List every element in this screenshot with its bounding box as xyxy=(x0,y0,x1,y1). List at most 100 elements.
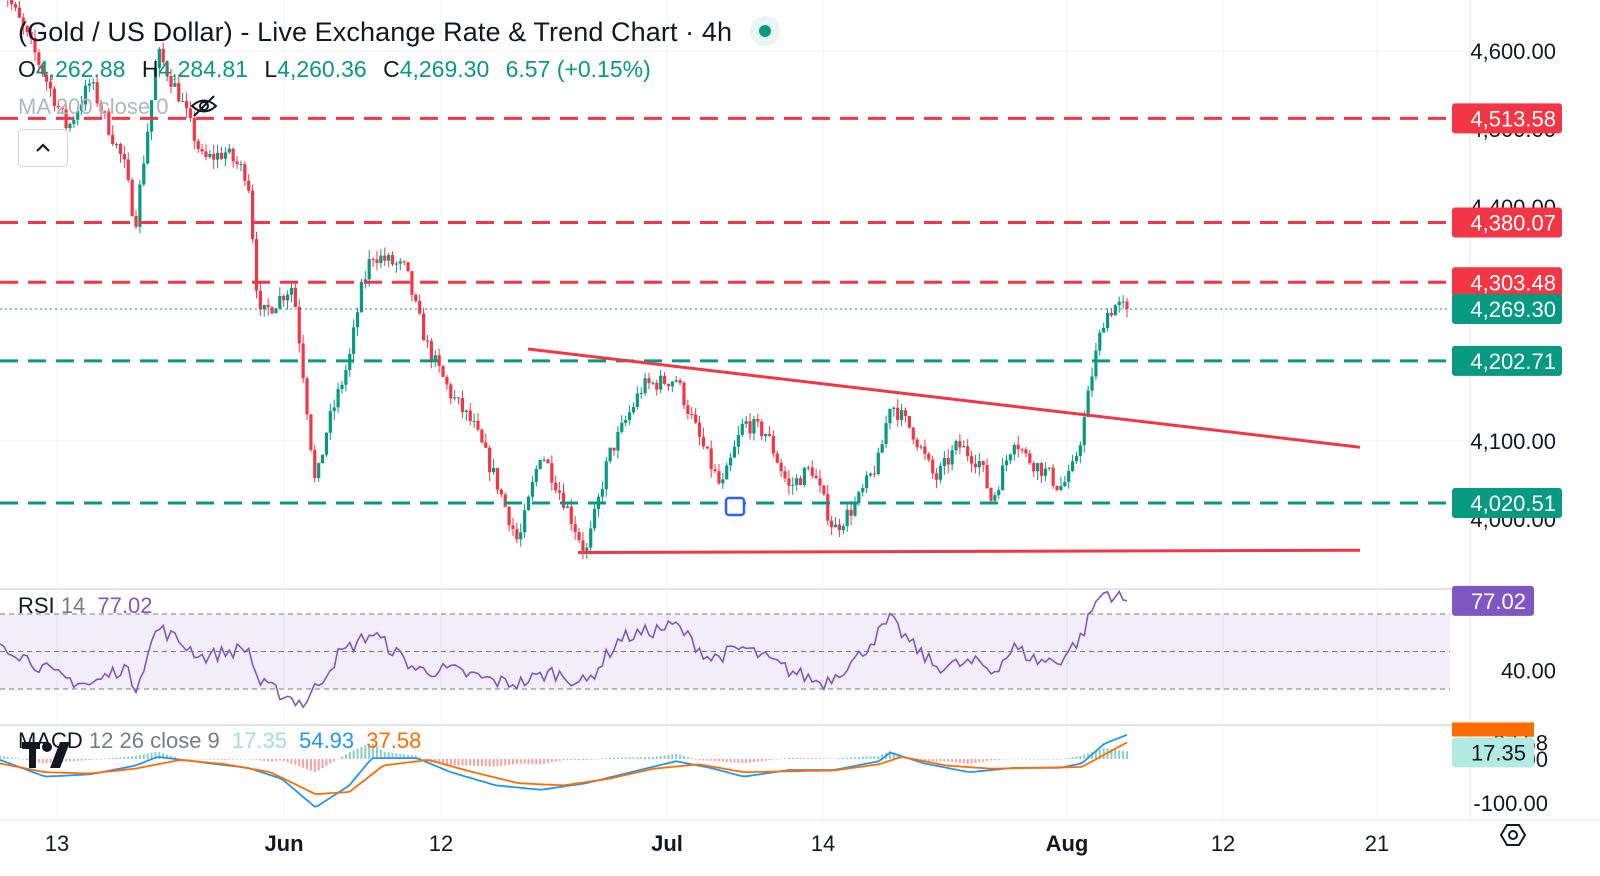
macd-histogram-bar xyxy=(962,759,965,764)
macd-histogram-bar xyxy=(947,759,950,762)
candle-body xyxy=(17,7,22,18)
time-axis[interactable]: 13 Jun 12 Jul 14 Aug 12 21 xyxy=(45,831,1389,856)
macd-histogram-bar xyxy=(943,759,946,762)
macd-histogram-bar xyxy=(1102,748,1105,759)
close-value: 4,269.30 xyxy=(399,56,490,82)
candle-body xyxy=(569,506,573,524)
candle-body xyxy=(111,134,115,145)
candle-body xyxy=(45,74,49,82)
macd-histogram-bar xyxy=(41,759,44,763)
candle-body xyxy=(678,380,682,383)
symbol-title[interactable]: (Gold / US Dollar) - Live Exchange Rate … xyxy=(18,17,733,47)
macd-histogram-bar xyxy=(523,759,526,764)
collapse-legend-button[interactable] xyxy=(18,129,68,167)
high-label: H xyxy=(141,56,159,82)
drawing-handle[interactable] xyxy=(724,496,746,517)
ma-indicator-legend[interactable]: MA 200 close 0 xyxy=(18,93,219,125)
macd-histogram-bar xyxy=(799,757,802,759)
macd-histogram-bar xyxy=(220,759,223,760)
macd-legend[interactable]: MACD 12 26 close 9 17.35 54.93 37.58 xyxy=(18,728,421,754)
macd-histogram-bar xyxy=(982,759,985,762)
candle-body xyxy=(795,478,799,485)
candle-body xyxy=(900,410,904,420)
candle-body xyxy=(1094,350,1098,377)
candle-body xyxy=(958,441,962,448)
candle-body xyxy=(725,465,729,480)
candle-body xyxy=(1059,486,1063,491)
candle-body xyxy=(188,108,193,118)
macd-params: 12 26 close 9 xyxy=(88,728,220,753)
macd-histogram-bar xyxy=(236,759,239,760)
candle-body xyxy=(200,149,204,152)
candle-body xyxy=(542,459,546,461)
candle-body xyxy=(95,82,99,104)
rsi-legend[interactable]: RSI 14 77.02 xyxy=(18,593,152,619)
candle-body xyxy=(324,432,329,455)
macd-histogram-bar xyxy=(255,759,258,760)
macd-histogram-bar xyxy=(725,759,728,762)
candle-body xyxy=(48,81,53,89)
macd-histogram-bar xyxy=(1044,759,1047,760)
candle-body xyxy=(320,454,325,464)
tradingview-logo-icon[interactable] xyxy=(22,740,72,775)
candle-body xyxy=(659,375,663,390)
macd-histogram-bar xyxy=(558,759,561,761)
candle-body xyxy=(690,414,694,416)
open-value: 4,262.88 xyxy=(35,56,126,82)
candle-body xyxy=(165,62,169,77)
macd-histogram-bar xyxy=(846,757,849,759)
candle-body xyxy=(371,259,375,261)
candle-body xyxy=(87,83,91,86)
price-axis[interactable]: 4,600.004,500.004,400.004,100.004,000.00… xyxy=(1452,39,1562,816)
macd-histogram-bar xyxy=(286,759,289,763)
candle-body xyxy=(383,255,387,261)
candle-body xyxy=(484,442,488,448)
candle-body xyxy=(91,82,95,84)
candle-body xyxy=(212,153,216,160)
price-level-badge xyxy=(1452,267,1562,298)
macd-histogram-bar xyxy=(504,759,507,766)
candle-body xyxy=(845,509,849,527)
candle-body xyxy=(701,436,706,447)
macd-histogram-bar xyxy=(955,759,958,763)
candle-body xyxy=(857,492,861,504)
candle-body xyxy=(153,67,158,101)
candle-body xyxy=(352,327,356,354)
macd-histogram-bar xyxy=(519,759,522,764)
macd-histogram-bar xyxy=(1067,757,1070,759)
candle-body xyxy=(1109,312,1114,316)
macd-histogram-bar xyxy=(461,759,464,766)
candle-body xyxy=(919,446,923,448)
candle-body xyxy=(604,461,608,490)
macd-histogram-bar xyxy=(574,759,577,761)
macd-histogram-bar xyxy=(360,747,363,759)
candle-body xyxy=(1078,445,1082,456)
macd-histogram-bar xyxy=(686,757,689,759)
macd-histogram-bar xyxy=(271,759,274,762)
gear-icon[interactable] xyxy=(1496,818,1530,852)
macd-histogram-bar xyxy=(1087,753,1090,759)
candle-body xyxy=(526,496,531,511)
macd-histogram-bar xyxy=(368,743,371,759)
macd-histogram-bar xyxy=(216,759,219,760)
macd-histogram-bar xyxy=(111,757,114,759)
candle-body xyxy=(818,478,822,486)
macd-histogram-bar xyxy=(663,755,666,759)
eye-off-icon[interactable] xyxy=(189,93,219,125)
candle-body xyxy=(561,492,566,508)
macd-histogram-bar xyxy=(597,758,600,760)
candle-body xyxy=(938,466,943,480)
macd-histogram-bar xyxy=(1094,750,1097,759)
candle-body xyxy=(122,154,126,160)
candle-body xyxy=(251,190,255,240)
candle-body xyxy=(589,528,593,548)
candle-body xyxy=(328,411,332,433)
candle-body xyxy=(499,489,503,495)
candle-body xyxy=(546,459,550,464)
macd-histogram-bar xyxy=(717,759,720,762)
candle-body xyxy=(196,140,200,150)
macd-histogram-bar xyxy=(993,759,996,761)
macd-histogram-bar xyxy=(465,759,468,766)
candle-body xyxy=(744,421,748,424)
